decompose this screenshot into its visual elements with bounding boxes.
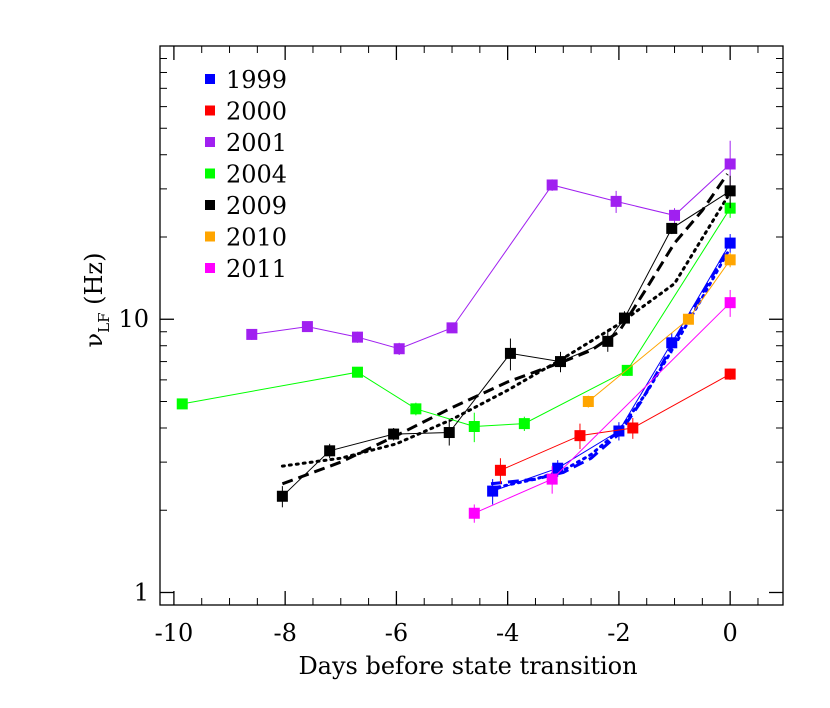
series-2011 (468, 289, 736, 523)
y-axis-title: νLF (Hz) (80, 253, 113, 348)
data-point-2009 (724, 185, 736, 197)
legend-item-2004: 2004 (205, 161, 287, 189)
fit-curve-4 (489, 251, 729, 491)
data-point-2004 (176, 398, 188, 410)
data-point-2011 (724, 297, 736, 309)
legend-swatch (205, 137, 215, 147)
data-point-2001 (301, 321, 313, 333)
legend-swatch (205, 105, 215, 116)
data-point-2011 (468, 507, 480, 519)
data-point-2001 (446, 322, 458, 334)
legend-item-1999: 1999 (205, 66, 287, 94)
legend-label: 2011 (226, 255, 287, 283)
data-point-2004 (518, 418, 530, 430)
series-2009 (276, 175, 736, 508)
legend-item-2009: 2009 (205, 192, 287, 220)
legend-swatch (205, 74, 215, 84)
data-point-2009 (555, 356, 566, 368)
fit-curve-1 (281, 173, 729, 486)
y-axis-title-symbol: ν (80, 333, 108, 348)
data-point-2009 (443, 427, 455, 439)
series-line-2009 (282, 190, 731, 497)
series-2001 (246, 140, 736, 355)
data-point-2004 (621, 364, 633, 376)
legend-swatch (205, 168, 215, 179)
data-point-1999 (613, 425, 625, 437)
y-axis-title-unit: (Hz) (80, 253, 108, 313)
data-point-1999 (487, 485, 499, 497)
y-tick-label: 1 (134, 578, 149, 606)
series-2010 (582, 252, 736, 408)
legend-item-2011: 2011 (205, 255, 287, 283)
data-point-2011 (546, 473, 558, 485)
data-point-2004 (410, 403, 422, 415)
data-point-2000 (494, 464, 506, 476)
legend-label: 2004 (226, 161, 287, 189)
legend-item-2010: 2010 (205, 224, 287, 252)
data-point-2001 (393, 343, 405, 355)
legend-label: 1999 (226, 66, 287, 94)
chart-marks (176, 140, 736, 523)
data-point-2000 (724, 368, 736, 380)
series-2004 (176, 199, 736, 443)
data-point-1999 (724, 237, 736, 249)
data-point-2009 (666, 222, 678, 234)
data-point-2009 (618, 312, 630, 324)
fit-curve-3 (490, 248, 729, 486)
fit-curve-2 (280, 195, 729, 468)
y-axis-title-subscript: LF (95, 312, 113, 332)
data-point-2009 (388, 428, 400, 440)
series-1999 (487, 234, 736, 505)
data-point-2009 (504, 347, 516, 359)
data-point-2001 (610, 195, 622, 207)
data-point-2009 (276, 490, 288, 502)
data-point-2001 (546, 179, 558, 191)
data-point-2001 (351, 331, 363, 343)
data-point-2009 (602, 335, 614, 347)
legend-label: 2010 (226, 224, 287, 252)
data-point-2001 (669, 209, 681, 221)
x-tick-label: -6 (385, 619, 408, 647)
legend-swatch (205, 263, 215, 273)
legend-label: 2000 (226, 98, 287, 126)
x-axis: -10 -8 -6 -4 -2 0 (155, 46, 759, 647)
x-tick-label: -10 (155, 619, 194, 647)
legend-item-2001: 2001 (205, 129, 287, 157)
plot-frame (159, 45, 784, 606)
legend-label: 2009 (226, 192, 287, 220)
data-point-1999 (666, 337, 678, 349)
legend-swatch (205, 200, 215, 210)
data-point-2001 (246, 328, 258, 340)
data-point-2004 (468, 421, 480, 433)
data-point-2000 (574, 430, 586, 442)
data-point-2010 (682, 313, 694, 325)
legend: 1999 2000 2001 2004 2009 2010 2011 (205, 66, 287, 283)
series-line-1999 (492, 242, 731, 492)
series-2000 (494, 368, 736, 484)
data-point-2004 (351, 366, 363, 378)
y-axis: 1 10 (118, 58, 783, 606)
data-point-2009 (324, 445, 336, 457)
y-tick-label: 10 (118, 305, 149, 333)
legend-swatch (205, 231, 215, 242)
legend-label: 2001 (226, 129, 287, 157)
x-tick-label: -8 (273, 619, 296, 647)
data-point-2010 (582, 396, 594, 408)
data-point-2001 (724, 158, 736, 170)
data-point-2010 (724, 254, 736, 266)
x-tick-label: -4 (496, 619, 519, 647)
data-point-1999 (552, 462, 564, 474)
x-tick-label: 0 (723, 619, 738, 647)
data-point-2000 (627, 422, 639, 434)
legend-item-2000: 2000 (205, 98, 287, 126)
series-line-2000 (500, 373, 731, 471)
x-axis-title: Days before state transition (298, 652, 637, 680)
x-tick-label: -2 (607, 619, 630, 647)
